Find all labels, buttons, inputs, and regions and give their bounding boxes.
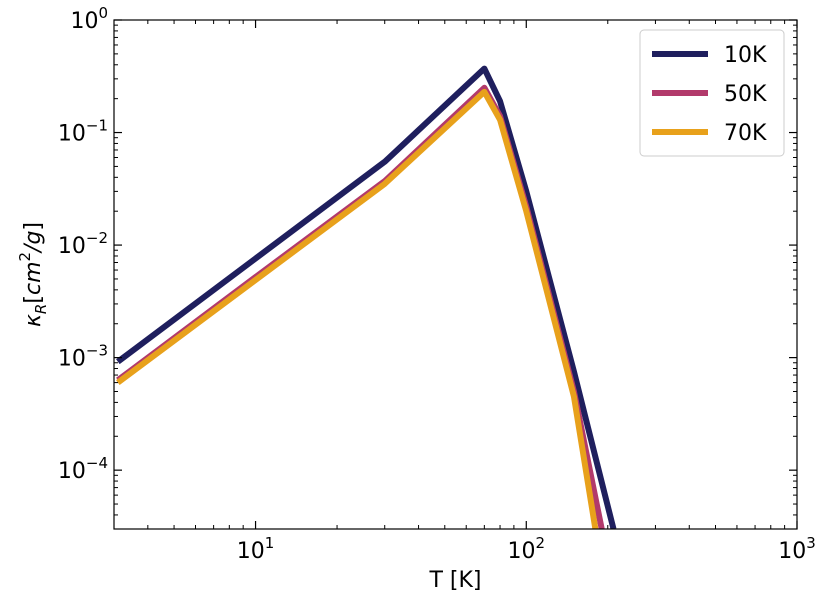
ticks-layer: 101 102 103 10−4 10−3 10−2 10−1 100 bbox=[58, 4, 816, 564]
legend-box bbox=[639, 29, 785, 157]
legend: 10K 50K 70K bbox=[639, 29, 785, 157]
series-line-2 bbox=[116, 88, 599, 529]
y-tick-label: 10−3 bbox=[58, 342, 108, 372]
y-tick-label: 100 bbox=[70, 4, 108, 34]
x-tick-label: 102 bbox=[508, 534, 546, 564]
y-tick-label: 10−1 bbox=[58, 117, 108, 147]
legend-label-2: 70K bbox=[724, 121, 767, 146]
plot-frame bbox=[113, 19, 798, 530]
series-layer bbox=[116, 65, 617, 529]
x-tick-label: 101 bbox=[237, 534, 275, 564]
x-tick-label: 103 bbox=[778, 534, 816, 564]
legend-label-0: 10K bbox=[724, 43, 767, 68]
y-tick-label: 10−4 bbox=[58, 454, 108, 484]
y-axis-label: κR[cm2/g] bbox=[16, 222, 50, 327]
y-tick-label: 10−2 bbox=[58, 229, 108, 259]
series-line-0 bbox=[116, 65, 617, 529]
legend-label-1: 50K bbox=[724, 82, 767, 107]
x-axis-label: T [K] bbox=[428, 568, 481, 593]
legend-entry-1: 50K bbox=[652, 82, 767, 107]
legend-entry-2: 70K bbox=[652, 121, 767, 146]
legend-entry-0: 10K bbox=[652, 43, 767, 68]
